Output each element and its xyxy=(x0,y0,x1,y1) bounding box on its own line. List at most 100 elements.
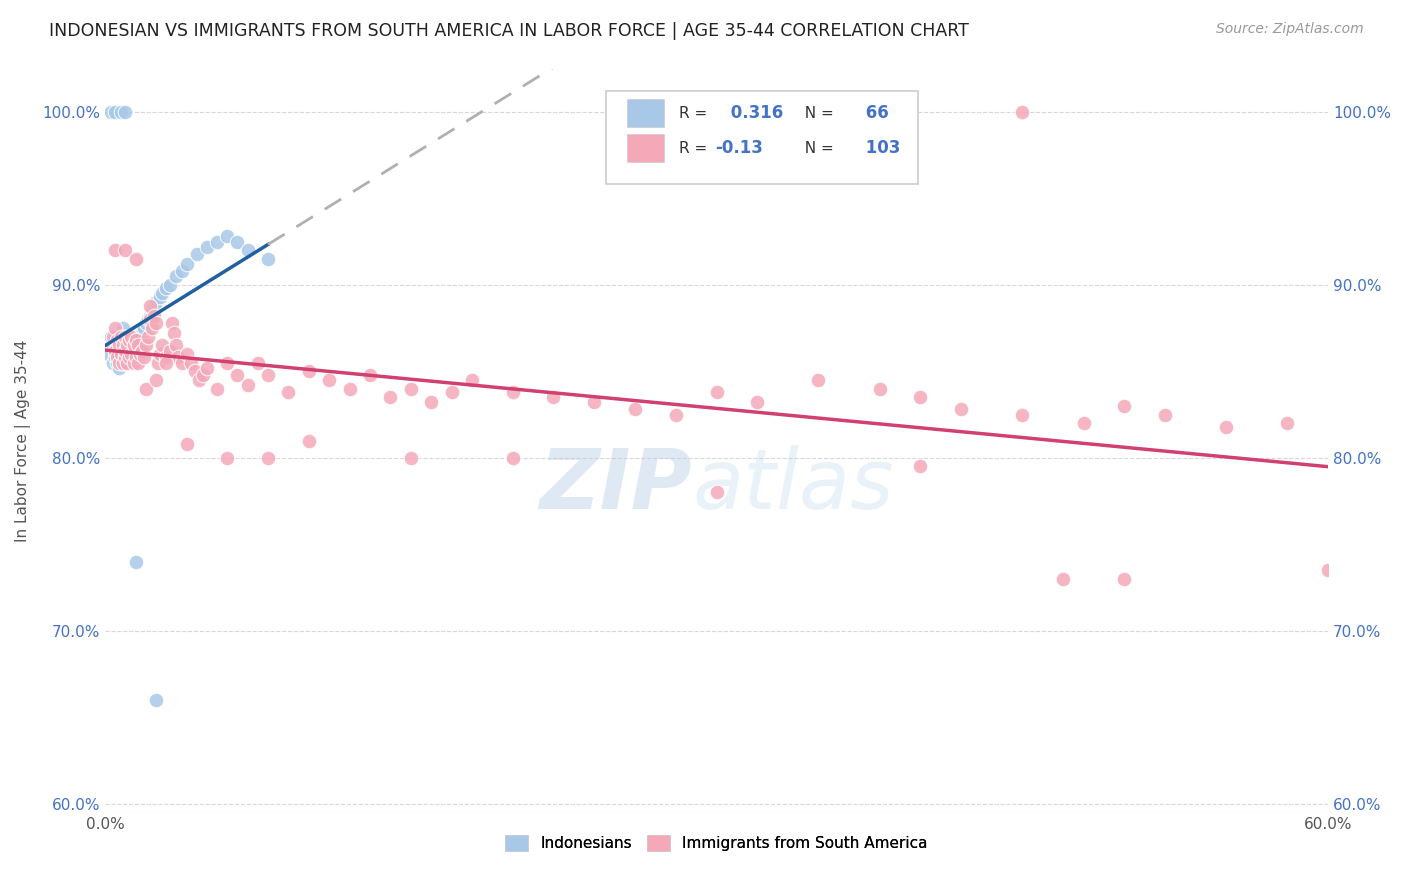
Point xyxy=(165,338,187,352)
Point xyxy=(105,351,128,365)
Point xyxy=(583,395,606,409)
Point xyxy=(114,243,136,257)
Point xyxy=(145,295,167,310)
Point xyxy=(136,329,159,343)
Text: -0.13: -0.13 xyxy=(716,139,763,157)
Point xyxy=(747,395,769,409)
Point xyxy=(187,373,209,387)
Point xyxy=(318,373,340,387)
Point xyxy=(502,385,524,400)
Point xyxy=(146,356,169,370)
Point xyxy=(236,378,259,392)
Point xyxy=(105,356,128,370)
Point xyxy=(706,385,728,400)
Point xyxy=(159,277,181,292)
Point xyxy=(108,360,131,375)
Point xyxy=(122,356,145,370)
Point xyxy=(127,347,149,361)
Point xyxy=(112,356,135,370)
Point xyxy=(380,390,402,404)
Point xyxy=(105,333,128,347)
Point xyxy=(543,390,565,404)
Point xyxy=(1011,408,1033,422)
Point xyxy=(114,347,136,361)
Point xyxy=(112,338,135,352)
Point xyxy=(155,356,177,370)
Point xyxy=(163,326,186,341)
Point xyxy=(246,356,269,370)
Point xyxy=(1052,572,1074,586)
Point xyxy=(399,382,422,396)
Point xyxy=(910,459,932,474)
Point xyxy=(117,356,139,370)
Point xyxy=(1114,572,1136,586)
Point xyxy=(132,321,155,335)
Text: N =: N = xyxy=(794,141,838,155)
Point xyxy=(110,343,132,358)
Point xyxy=(131,326,153,341)
Text: R =: R = xyxy=(679,105,711,120)
Point xyxy=(104,343,127,358)
Point xyxy=(145,373,167,387)
Point xyxy=(98,347,121,361)
Point xyxy=(155,351,177,365)
Point xyxy=(150,286,173,301)
Point xyxy=(420,395,443,409)
Point xyxy=(117,351,139,365)
Point xyxy=(236,243,259,257)
Point xyxy=(122,338,145,352)
Point xyxy=(1073,416,1095,430)
Point xyxy=(124,351,146,365)
Point xyxy=(162,316,184,330)
Point xyxy=(180,356,202,370)
Point xyxy=(205,382,228,396)
Point xyxy=(298,434,321,448)
Point xyxy=(122,343,145,358)
Point xyxy=(155,281,177,295)
Point xyxy=(1317,563,1340,577)
Point xyxy=(359,368,381,382)
Point xyxy=(104,321,127,335)
Point xyxy=(807,373,830,387)
Point xyxy=(183,364,205,378)
Point xyxy=(502,450,524,465)
Point xyxy=(118,356,141,370)
Text: Source: ZipAtlas.com: Source: ZipAtlas.com xyxy=(1216,22,1364,37)
Point xyxy=(706,485,728,500)
Point xyxy=(176,437,198,451)
Point xyxy=(104,243,127,257)
Point xyxy=(142,299,165,313)
Point xyxy=(135,316,157,330)
Point xyxy=(257,368,280,382)
Point xyxy=(124,333,146,347)
Point xyxy=(124,252,146,266)
Point xyxy=(149,290,172,304)
Point xyxy=(195,360,218,375)
Point xyxy=(118,351,141,365)
Point xyxy=(108,338,131,352)
Point xyxy=(149,347,172,361)
Point xyxy=(117,338,139,352)
Point xyxy=(139,312,162,326)
Point xyxy=(114,351,136,365)
Point xyxy=(118,347,141,361)
Point xyxy=(461,373,484,387)
Point xyxy=(114,329,136,343)
Point xyxy=(127,338,149,352)
Point xyxy=(910,390,932,404)
Point xyxy=(167,351,190,365)
Point xyxy=(121,347,143,361)
Point xyxy=(131,343,153,358)
Point xyxy=(112,338,135,352)
Point xyxy=(114,338,136,352)
Point xyxy=(128,347,150,361)
Point xyxy=(110,347,132,361)
Point xyxy=(135,382,157,396)
Point xyxy=(135,338,157,352)
Point xyxy=(298,364,321,378)
Point xyxy=(110,356,132,370)
FancyBboxPatch shape xyxy=(627,134,664,162)
FancyBboxPatch shape xyxy=(627,99,664,128)
Point xyxy=(1154,408,1177,422)
Point xyxy=(950,402,973,417)
